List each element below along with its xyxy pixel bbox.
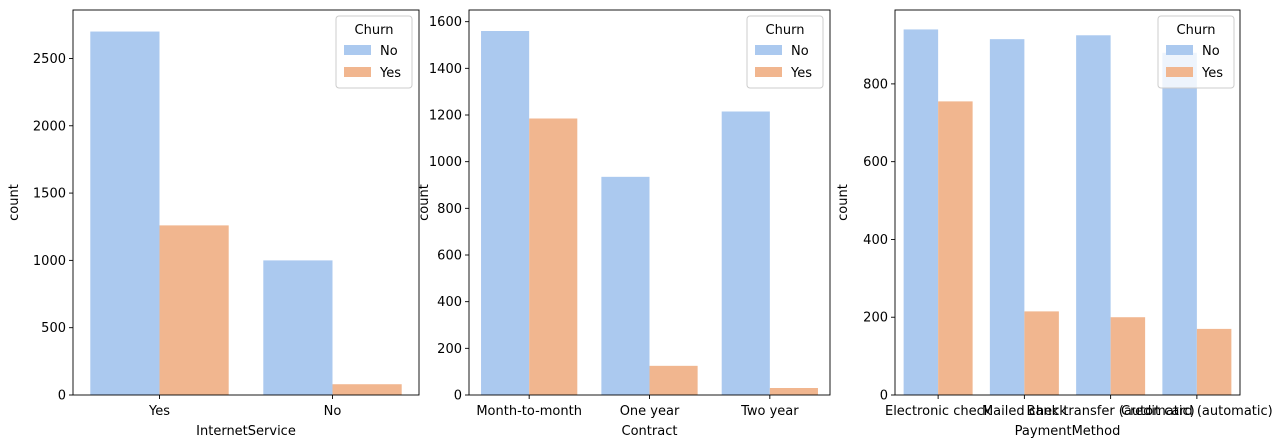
- y-tick-label: 0: [454, 389, 462, 404]
- y-axis-label: count: [7, 184, 22, 221]
- x-tick-label: Yes: [148, 404, 170, 419]
- bar-yes-4: [1196, 328, 1232, 395]
- legend-label-no: No: [791, 44, 809, 59]
- x-tick-label: Electronic check: [885, 404, 992, 419]
- plot-frame: [894, 9, 1241, 396]
- y-tick-label: 1000: [429, 155, 462, 170]
- y-tick-label: 2000: [33, 119, 66, 134]
- chart-panel-1: 0 500 1000 1500 2000 2500 Yes No InternetService…: [7, 9, 420, 439]
- x-axis-label: Contract: [622, 424, 678, 439]
- legend-swatch-yes: [755, 67, 782, 77]
- x-tick-label: Mailed check: [982, 404, 1067, 419]
- legend-title: Churn: [355, 23, 394, 38]
- legend-swatch-no: [344, 45, 371, 55]
- x-tick-label: Month-to-month: [476, 404, 582, 419]
- y-tick-label: 200: [437, 342, 462, 357]
- bar-no-4: [1162, 52, 1197, 396]
- legend-label-yes: Yes: [1201, 66, 1223, 81]
- bar-no-2: [263, 260, 333, 395]
- bar-no-3: [721, 111, 770, 395]
- legend-swatch-no: [755, 45, 782, 55]
- x-tick-label: Two year: [740, 404, 799, 419]
- bar-yes-1: [938, 101, 973, 395]
- bar-no-1: [90, 31, 160, 396]
- legend-label-no: No: [380, 44, 398, 59]
- legend: Churn No Yes: [1157, 15, 1235, 89]
- legend-label-no: No: [1202, 44, 1220, 59]
- y-tick-label: 2500: [33, 52, 66, 67]
- y-tick-label: 1200: [429, 109, 462, 124]
- x-tick-label: One year: [620, 404, 680, 419]
- bar-yes-3: [769, 388, 818, 395]
- y-tick-label: 0: [58, 389, 66, 404]
- legend-title: Churn: [1177, 23, 1216, 38]
- bar-no-2: [601, 176, 650, 395]
- x-axis-label: PaymentMethod: [1015, 424, 1121, 439]
- legend: Churn No Yes: [746, 15, 824, 89]
- x-tick-label: Bank transfer (automatic): [1027, 404, 1195, 419]
- y-tick-label: 600: [437, 249, 462, 264]
- bar-no-1: [481, 31, 530, 395]
- legend-swatch-yes: [1166, 67, 1193, 77]
- legend-title: Churn: [766, 23, 805, 38]
- bar-yes-2: [649, 365, 698, 395]
- bar-yes-2: [332, 384, 402, 395]
- y-tick-label: 600: [863, 155, 888, 170]
- x-tick-label: No: [324, 404, 342, 419]
- y-tick-label: 200: [863, 311, 888, 326]
- y-tick-label: 1000: [33, 254, 66, 269]
- bar-no-1: [903, 29, 939, 395]
- bar-yes-1: [159, 225, 229, 395]
- legend-label-yes: Yes: [379, 66, 401, 81]
- bar-yes-1: [529, 118, 578, 395]
- y-tick-label: 0: [880, 389, 888, 404]
- plot-frame: [72, 9, 420, 396]
- x-tick-label: Credit card (automatic): [1121, 404, 1273, 419]
- legend-swatch-yes: [344, 67, 371, 77]
- legend-swatch-no: [1166, 45, 1193, 55]
- y-tick-label: 1400: [429, 62, 462, 77]
- y-tick-label: 800: [437, 202, 462, 217]
- y-tick-label: 1600: [429, 15, 462, 30]
- y-tick-label: 800: [863, 77, 888, 92]
- bar-no-2: [989, 39, 1025, 396]
- y-axis-label: count: [836, 184, 851, 221]
- legend: Churn No Yes: [335, 15, 413, 89]
- y-tick-label: 500: [41, 321, 66, 336]
- legend-label-yes: Yes: [790, 66, 812, 81]
- y-tick-label: 1500: [33, 187, 66, 202]
- y-axis-label: count: [417, 184, 432, 221]
- x-axis-label: InternetService: [196, 424, 296, 439]
- bar-yes-3: [1110, 317, 1146, 395]
- bar-yes-2: [1024, 311, 1059, 395]
- y-tick-label: 400: [863, 233, 888, 248]
- bar-no-3: [1076, 35, 1111, 396]
- chart-panel-2: 0 200 400 600 800 1000 1200 1400 1600 Month-to-mo…: [417, 9, 831, 439]
- y-tick-label: 400: [437, 295, 462, 310]
